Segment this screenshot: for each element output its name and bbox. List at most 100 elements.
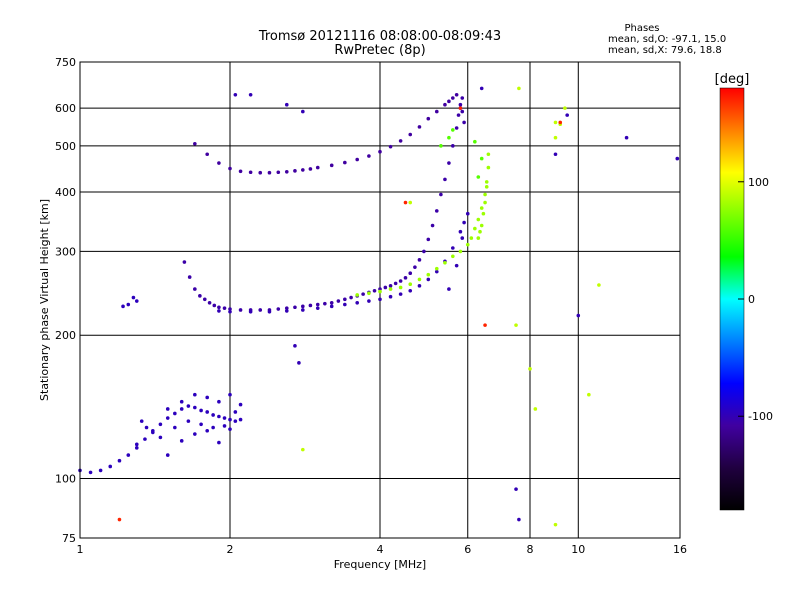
data-point — [222, 424, 227, 428]
data-point — [408, 282, 413, 287]
data-point — [98, 468, 103, 473]
data-point — [458, 229, 463, 234]
data-point — [443, 260, 447, 265]
data-point — [187, 275, 192, 279]
data-point — [228, 392, 232, 397]
data-point — [426, 272, 431, 277]
data-point — [447, 99, 451, 104]
data-point — [528, 367, 532, 371]
data-point — [514, 323, 518, 327]
data-point — [211, 413, 215, 417]
x-tick-label: 10 — [571, 543, 585, 556]
data-point — [483, 192, 487, 197]
data-point — [408, 132, 413, 137]
data-point — [121, 304, 125, 309]
data-point — [217, 440, 221, 445]
data-point — [267, 310, 272, 314]
data-point — [413, 265, 417, 269]
y-tick-label: 750 — [55, 56, 76, 69]
data-point — [434, 266, 439, 271]
data-point — [355, 157, 359, 162]
colorbar-label: [deg] — [715, 72, 750, 87]
x-tick-label: 4 — [377, 543, 384, 556]
data-point — [434, 109, 439, 114]
data-point — [478, 229, 482, 234]
data-point — [460, 109, 465, 114]
data-point — [388, 284, 393, 288]
stats-x-mode: mean, sd,X: 79.6, 18.8 — [608, 45, 722, 56]
data-point — [553, 135, 558, 140]
data-point — [179, 439, 184, 443]
data-point — [308, 303, 313, 308]
data-point — [403, 276, 408, 280]
data-point — [367, 154, 371, 158]
data-point — [458, 249, 463, 254]
data-point — [222, 416, 227, 420]
data-point — [476, 175, 481, 179]
data-point — [301, 304, 305, 309]
data-point — [398, 139, 403, 143]
data-point — [398, 292, 403, 296]
data-point — [151, 430, 155, 435]
data-point — [393, 281, 398, 286]
data-point — [134, 446, 139, 450]
data-point — [217, 399, 221, 404]
data-point — [398, 285, 403, 290]
stats-heading: Phases — [624, 23, 659, 34]
data-point — [460, 96, 465, 100]
data-point — [426, 116, 431, 121]
data-point — [439, 144, 443, 148]
data-point — [205, 410, 209, 414]
data-point — [193, 287, 197, 291]
data-point — [165, 453, 170, 457]
data-point — [355, 293, 359, 297]
data-point — [217, 414, 221, 419]
data-point — [587, 392, 591, 397]
x-tick-label: 8 — [527, 543, 534, 556]
data-point — [238, 417, 243, 422]
data-point — [447, 161, 451, 165]
plot-frame — [79, 61, 681, 539]
data-point — [248, 310, 253, 314]
data-point — [217, 161, 221, 165]
data-point — [451, 96, 455, 100]
data-point — [447, 287, 451, 291]
data-point — [486, 152, 491, 157]
data-point — [349, 295, 353, 300]
data-point — [451, 144, 455, 148]
data-point — [462, 120, 466, 125]
data-point — [228, 166, 232, 171]
y-tick-label: 300 — [55, 245, 76, 258]
data-point — [447, 135, 451, 140]
data-point — [565, 113, 569, 117]
y-tick-label: 75 — [62, 532, 76, 545]
data-point — [131, 295, 136, 300]
data-point — [297, 361, 301, 365]
data-point — [126, 453, 131, 457]
data-point — [179, 407, 184, 411]
data-point — [439, 192, 443, 197]
data-point — [479, 156, 484, 161]
data-point — [336, 299, 341, 303]
data-point — [481, 211, 486, 216]
data-point — [484, 185, 489, 189]
data-point — [553, 120, 558, 125]
data-point — [417, 258, 422, 262]
data-point — [454, 92, 459, 97]
data-point — [117, 517, 122, 522]
data-point — [158, 435, 163, 440]
data-point — [417, 284, 422, 288]
data-point — [458, 102, 463, 107]
data-point — [675, 156, 680, 161]
data-point — [451, 246, 455, 250]
colorbar-tick-label: -100 — [748, 410, 773, 423]
data-point — [517, 86, 521, 91]
data-point — [182, 260, 187, 264]
y-tick-label: 400 — [55, 186, 76, 199]
data-point — [443, 102, 447, 107]
data-point — [517, 517, 521, 522]
data-point — [228, 417, 232, 422]
y-tick-labels: 75 100 200 300 400 500 600 750 — [55, 56, 76, 545]
data-point — [329, 163, 334, 168]
